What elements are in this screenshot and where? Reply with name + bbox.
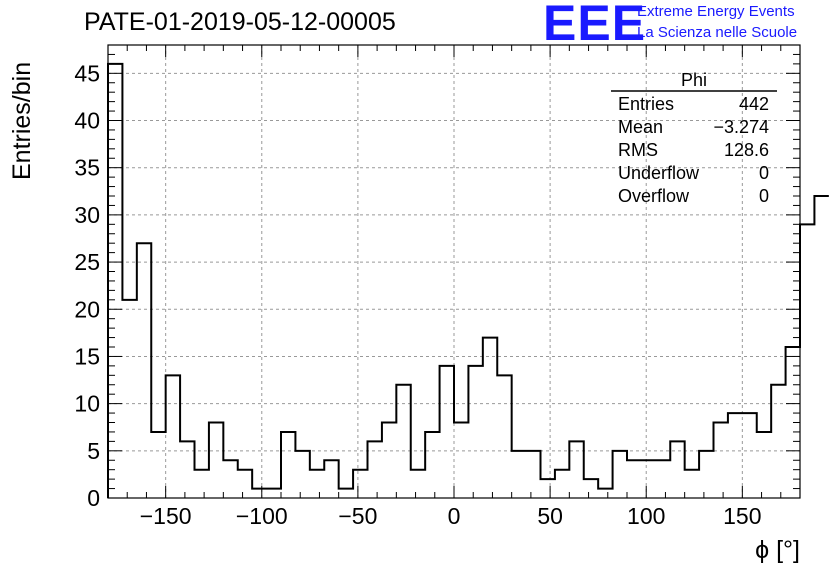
y-tick-label: 5 — [87, 438, 100, 464]
y-tick-labels: 0 5 10 15 20 25 30 35 40 45 — [74, 60, 100, 511]
axis-ticks — [107, 44, 801, 499]
stats-box-title: Phi — [681, 70, 707, 90]
stats-row-value: 0 — [759, 186, 769, 206]
x-tick-labels: −150 −100 −50 0 50 100 150 — [140, 503, 762, 529]
stats-box: Phi Entries 442 Mean −3.274 RMS 128.6 Underflo… — [611, 70, 777, 206]
stats-row-label: Underflow — [618, 163, 700, 183]
stats-row-value: 442 — [739, 94, 769, 114]
x-tick-label: −50 — [338, 503, 377, 529]
grid-lines — [108, 45, 800, 498]
y-tick-label: 30 — [74, 202, 100, 228]
y-tick-label: 40 — [74, 108, 100, 134]
x-axis-title: ϕ [°] — [755, 536, 800, 564]
x-tick-label: 150 — [723, 503, 761, 529]
x-tick-label: 50 — [537, 503, 563, 529]
y-tick-label: 15 — [74, 343, 100, 369]
y-tick-label: 35 — [74, 155, 100, 181]
stats-row-value: 0 — [759, 163, 769, 183]
stats-row-value: 128.6 — [724, 140, 769, 160]
y-tick-label: 0 — [87, 485, 100, 511]
stats-row-value: −3.274 — [713, 117, 769, 137]
stats-row-label: Mean — [618, 117, 663, 137]
y-tick-label: 25 — [74, 249, 100, 275]
y-tick-label: 10 — [74, 391, 100, 417]
y-axis-title: Entries/bin — [8, 62, 36, 180]
logo-caption-line2: La Scienza nelle Scuole — [637, 24, 798, 41]
logo-caption-line1: Extreme Energy Events — [637, 3, 795, 20]
x-tick-label: −100 — [236, 503, 288, 529]
stats-row-label: Overflow — [618, 186, 690, 206]
y-tick-label: 20 — [74, 296, 100, 322]
x-tick-label: 100 — [627, 503, 665, 529]
histogram-step-line — [107, 62, 829, 498]
x-tick-label: 0 — [448, 503, 461, 529]
stats-row-label: Entries — [618, 94, 674, 114]
stats-row-label: RMS — [618, 140, 658, 160]
y-tick-label: 45 — [74, 60, 100, 86]
histogram-title: PATE-01-2019-05-12-00005 — [84, 8, 396, 36]
eee-logo: EEE — [543, 0, 647, 51]
x-tick-label: −150 — [140, 503, 192, 529]
